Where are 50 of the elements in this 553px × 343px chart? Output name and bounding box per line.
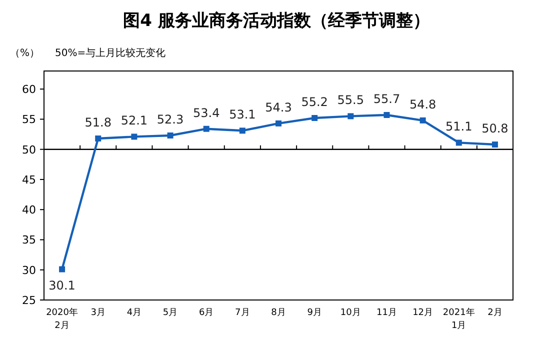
point <box>384 112 390 118</box>
point <box>348 113 354 120</box>
x-tick-label: 2021年 1月 <box>442 307 475 331</box>
point <box>167 132 174 138</box>
data-label: 55.7 <box>373 92 400 106</box>
x-tick-label: 5月 <box>162 308 178 318</box>
data-label: 53.4 <box>192 106 220 120</box>
point <box>276 120 282 126</box>
point <box>131 134 138 140</box>
x-tick-label: 6月 <box>198 308 214 318</box>
point <box>95 135 102 142</box>
x-tick-label: 7月 <box>235 308 250 318</box>
data-label: 55.5 <box>337 93 364 108</box>
x-tick-label: 2020年 2月 <box>46 307 78 331</box>
point <box>59 266 66 272</box>
x-tick-label: 11月 <box>376 308 397 318</box>
point <box>420 117 426 124</box>
y-tick-label: 30 <box>22 264 36 277</box>
data-label: 52.3 <box>156 112 184 126</box>
x-tick-label: 3月 <box>90 308 106 318</box>
x-tick-label: 10月 <box>340 308 361 318</box>
point <box>492 142 498 148</box>
data-label: 50.8 <box>482 122 508 136</box>
x-tick-label: 9月 <box>307 308 322 318</box>
data-label: 54.8 <box>409 97 436 112</box>
point <box>239 128 246 134</box>
x-tick-label: 2月 <box>488 308 502 318</box>
chart-title: 图4 服务业商务活动指数（经季节调整） <box>123 11 430 31</box>
data-label: 51.8 <box>84 115 112 130</box>
data-label: 55.2 <box>301 95 328 110</box>
y-tick-label: 60 <box>22 83 36 96</box>
text: 50%=与上月比较无变化 <box>55 47 166 59</box>
y-tick-label: 50 <box>22 143 36 156</box>
y-axis-title: （%） <box>10 48 40 59</box>
y-tick-label: 35 <box>22 234 36 247</box>
data-label: 53.1 <box>229 108 256 122</box>
data-label: 30.1 <box>48 278 76 292</box>
y-tick-label: 40 <box>22 204 36 217</box>
data-label: 52.1 <box>120 114 148 128</box>
point <box>203 126 210 132</box>
x-tick-label: 8月 <box>271 308 286 318</box>
point <box>312 115 318 122</box>
x-tick-label: 4月 <box>126 308 142 318</box>
y-tick-label: 45 <box>22 173 36 186</box>
data-label: 51.1 <box>446 120 472 134</box>
y-tick-label: 55 <box>22 113 36 126</box>
data-label: 54.3 <box>265 100 292 114</box>
y-tick-label: 25 <box>22 294 36 307</box>
x-tick-label: 12月 <box>412 308 434 318</box>
point <box>456 140 462 146</box>
